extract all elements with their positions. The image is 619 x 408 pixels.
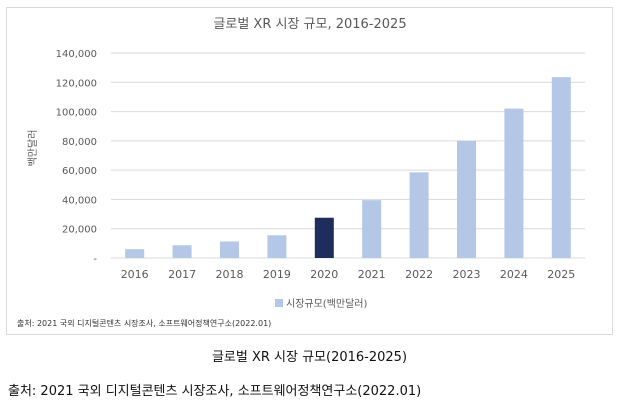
figure-caption: 글로벌 XR 시장 규모(2016-2025) — [211, 350, 408, 365]
x-tick-label: 2018 — [216, 268, 244, 281]
bar-2021 — [362, 200, 382, 258]
x-tick-label: 2021 — [358, 268, 386, 281]
x-tick-label: 2016 — [121, 268, 149, 281]
bar-2023 — [457, 140, 476, 258]
bar-2024 — [504, 108, 524, 259]
bar-chart: 글로벌 XR 시장 규모, 2016-2025 백만달러 - 20,000 40,0… — [17, 17, 585, 328]
y-tick-label: - — [93, 254, 97, 265]
x-tick-label: 2023 — [453, 268, 481, 281]
y-tick-label: 60,000 — [62, 166, 97, 177]
bar-2018 — [220, 241, 239, 258]
chart-source-note: 출처: 2021 국외 디지털콘텐츠 시장조사, 소프트웨어정책연구소(2022… — [17, 318, 271, 328]
bar-2016 — [125, 249, 145, 258]
x-tick-label: 2019 — [263, 268, 291, 281]
bar-2020 — [314, 217, 334, 258]
y-axis-label: 백만달러 — [27, 130, 39, 167]
x-tick-label: 2025 — [547, 268, 575, 281]
bar-2017 — [172, 245, 192, 258]
y-tick-label: 100,000 — [56, 108, 97, 119]
figure-source: 출처: 2021 국외 디지털콘텐츠 시장조사, 소프트웨어정책연구소(2022… — [8, 384, 422, 399]
legend-swatch — [275, 299, 283, 307]
chart-frame: 글로벌 XR 시장 규모, 2016-2025 백만달러 - 20,000 40,0… — [6, 7, 613, 335]
x-tick-label: 2022 — [405, 268, 433, 281]
x-tick-label: 2024 — [500, 268, 528, 281]
legend-label: 시장규모(백만달러) — [286, 298, 368, 310]
bar-2025 — [551, 77, 571, 259]
y-tick-label: 140,000 — [56, 49, 97, 60]
y-tick-label: 20,000 — [62, 225, 97, 236]
y-tick-label: 40,000 — [62, 195, 97, 206]
bar-2019 — [267, 235, 287, 258]
x-tick-label: 2020 — [310, 268, 338, 281]
y-tick-label: 80,000 — [62, 137, 97, 148]
bar-2022 — [409, 172, 429, 258]
x-tick-label: 2017 — [168, 268, 196, 281]
chart-title: 글로벌 XR 시장 규모, 2016-2025 — [213, 17, 406, 32]
y-tick-label: 120,000 — [56, 78, 97, 89]
